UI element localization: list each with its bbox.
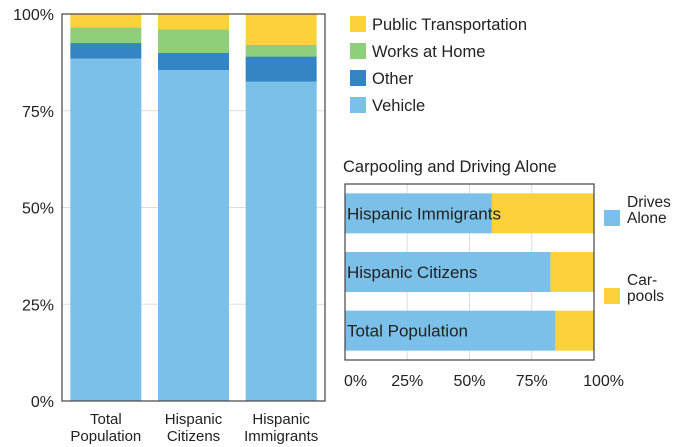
carpool-legend-label: Drives [627,194,671,211]
carpool-bar-segment-drives-alone [345,310,556,351]
carpool-chart-title: Carpooling and Driving Alone [343,158,557,176]
main-x-tick-label: Citizens [167,428,220,445]
main-x-tick-label: Hispanic [165,411,223,428]
main-y-tick-label: 100% [13,7,54,24]
carpool-category-label: Hispanic Citizens [347,263,477,282]
carpool-category-label: Total Population [347,322,468,341]
carpool-category-labels: Hispanic Immigrants Hispanic Citizens Tota… [347,204,501,340]
bar-segment-public-transportation [70,14,142,28]
carpool-legend-label: Alone [627,210,667,227]
carpool-plot-frame [344,183,595,361]
bar-segment-public-transportation [158,14,229,30]
main-legend: Public Transportation Works at Home Other V… [350,16,527,115]
main-x-tick-labels: TotalPopulationHispanicCitizensHispanicI… [70,411,318,445]
carpool-x-tick-label: 100% [583,373,624,390]
carpool-x-tick-label: 75% [516,373,548,390]
main-axes [61,13,326,402]
carpool-x-tick-label: 0% [344,373,367,390]
legend-label: Vehicle [372,97,425,115]
main-y-tick-label: 0% [31,394,54,411]
carpool-bars [345,193,594,351]
main-plot-frame [61,13,326,402]
main-y-tick-label: 75% [22,104,54,121]
main-x-tick-label: Population [70,428,141,445]
stacked-bar-chart: 0%25%50%75%100% TotalPopulationHispanicC… [13,7,326,445]
bar-segment-other [70,43,142,59]
bar-segment-other [158,52,229,71]
main-x-tick-label: Hispanic [252,411,310,428]
carpool-bar-segment-drives-alone [345,193,492,234]
legend-swatch-other [350,70,366,86]
carpool-category-label: Hispanic Immigrants [347,204,501,223]
carpool-x-tick-labels: 0% 25% 50% 75% 100% [344,373,624,390]
main-y-tick-labels: 0% 25% 50% 75% 100% [13,7,54,411]
bar-segment-works-at-home [70,27,142,44]
bar-segment-works-at-home [245,44,317,57]
legend-swatch-works-at-home [350,43,366,59]
carpool-legend-label: pools [627,288,664,305]
carpool-bar-segment-drives-alone [345,252,551,292]
legend-swatch-vehicle [350,97,366,113]
carpool-bar-segment-carpools [550,252,594,292]
carpool-legend-label: Car- [627,272,657,289]
bar-segment-other [245,56,317,82]
carpool-legend-swatch-carpools [604,288,620,304]
carpool-bar-segment-carpools [555,310,594,351]
carpool-axes [344,183,595,361]
legend-label: Public Transportation [372,16,527,34]
bar-segment-public-transportation [245,14,317,45]
legend-label: Other [372,70,414,88]
main-y-tick-label: 25% [22,297,54,314]
bar-segment-vehicle [158,70,229,402]
carpool-x-tick-label: 50% [453,373,485,390]
carpool-legend-swatch-drives-alone [604,210,620,226]
main-x-tick-label: Immigrants [244,428,318,445]
main-y-tick-label: 50% [22,201,54,218]
bar-segment-works-at-home [158,29,229,53]
main-x-tick-label: Total [90,411,122,428]
legend-swatch-public-transportation [350,16,366,32]
carpool-x-tick-label: 25% [391,373,423,390]
carpool-chart: Carpooling and Driving Alone Hispanic Im… [343,158,624,390]
legend-label: Works at Home [372,43,485,61]
main-bars [70,14,317,402]
bar-segment-vehicle [70,58,142,401]
carpool-bar-segment-carpools [491,193,594,234]
bar-segment-vehicle [245,81,317,401]
